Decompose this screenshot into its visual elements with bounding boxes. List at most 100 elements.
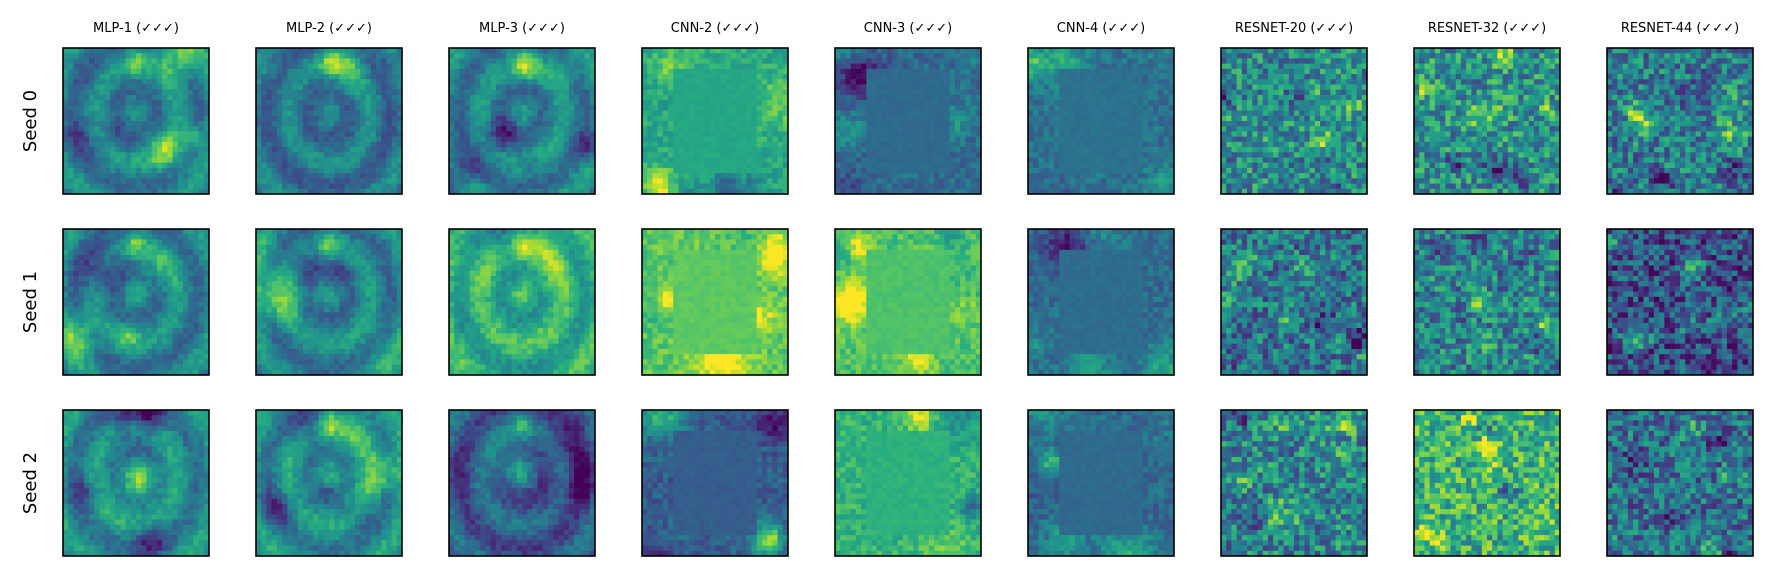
heatmap-cell [282, 178, 288, 184]
heatmap-cell [329, 105, 335, 111]
heatmap-cell [459, 85, 465, 91]
heatmap-cell [898, 69, 904, 75]
heatmap-cell [63, 126, 69, 132]
heatmap-cell [120, 142, 126, 148]
heatmap-cell [532, 105, 538, 111]
heatmap-cell [110, 100, 116, 106]
heatmap-cell [840, 48, 846, 54]
heatmap-cell [73, 126, 79, 132]
heatmap-cell [256, 131, 262, 137]
heatmap-cell [1091, 121, 1097, 127]
heatmap-cell [1336, 74, 1342, 80]
heatmap-cell [1153, 95, 1159, 101]
heatmap-cell [496, 64, 502, 70]
heatmap-cell [929, 58, 935, 64]
heatmap-cell [668, 79, 674, 85]
heatmap-cell [89, 184, 95, 190]
heatmap-cell [699, 142, 705, 148]
heatmap-cell [971, 178, 977, 184]
heatmap-cell [293, 126, 299, 132]
heatmap-cell [293, 95, 299, 101]
heatmap-cell [512, 79, 518, 85]
heatmap-cell [652, 58, 658, 64]
heatmap-cell [752, 53, 758, 59]
heatmap-cell [131, 95, 137, 101]
heatmap-cell [913, 64, 919, 70]
heatmap-cell [877, 58, 883, 64]
heatmap-cell [882, 158, 888, 164]
heatmap-cell [955, 173, 961, 179]
heatmap-cell [929, 137, 935, 143]
heatmap-cell [1226, 64, 1232, 70]
heatmap-cell [1106, 74, 1112, 80]
heatmap-cell [131, 158, 137, 164]
heatmap-cell [903, 184, 909, 190]
heatmap-cell [861, 126, 867, 132]
heatmap-cell [772, 142, 778, 148]
heatmap-cell [105, 163, 111, 169]
heatmap-cell [63, 163, 69, 169]
heatmap-cell [1242, 95, 1248, 101]
heatmap-cell [945, 168, 951, 174]
heatmap-cell [282, 152, 288, 158]
heatmap-cell [762, 48, 768, 54]
heatmap-cell [470, 131, 476, 137]
heatmap-cell [913, 178, 919, 184]
heatmap-cell [386, 90, 392, 96]
heatmap-cell [710, 178, 716, 184]
heatmap-cell [731, 105, 737, 111]
heatmap-cell [173, 147, 179, 153]
heatmap-cell [887, 158, 893, 164]
heatmap-cell [266, 178, 272, 184]
heatmap-cell [1153, 147, 1159, 153]
heatmap-cell [1153, 48, 1159, 54]
heatmap-cell [574, 168, 580, 174]
heatmap-cell [293, 85, 299, 91]
heatmap-cell [1101, 53, 1107, 59]
heatmap-cell [918, 152, 924, 158]
heatmap-cell [188, 64, 194, 70]
heatmap-cell [778, 74, 784, 80]
heatmap-cell [851, 111, 857, 117]
heatmap-cell [173, 95, 179, 101]
heatmap-cell [376, 79, 382, 85]
heatmap-cell [1038, 111, 1044, 117]
heatmap-cell [767, 142, 773, 148]
heatmap-cell [386, 168, 392, 174]
heatmap-cell [126, 178, 132, 184]
heatmap-cell [360, 121, 366, 127]
heatmap-cell [272, 116, 278, 122]
heatmap-cell [63, 53, 69, 59]
heatmap-cell [694, 173, 700, 179]
heatmap-cell [663, 178, 669, 184]
heatmap-cell [1070, 105, 1076, 111]
heatmap-cell [501, 126, 507, 132]
heatmap-cell [470, 178, 476, 184]
heatmap-cell [532, 48, 538, 54]
heatmap-cell [1148, 64, 1154, 70]
heatmap-cell [183, 147, 189, 153]
heatmap-cell [898, 90, 904, 96]
heatmap-cell [1231, 90, 1237, 96]
heatmap-cell [1101, 116, 1107, 122]
heatmap-cell [512, 184, 518, 190]
heatmap-cell [266, 100, 272, 106]
heatmap-cell [1038, 142, 1044, 148]
heatmap-cell [1242, 64, 1248, 70]
heatmap-cell [120, 58, 126, 64]
heatmap-cell [517, 100, 523, 106]
heatmap-cell [861, 142, 867, 148]
heatmap-cell [345, 105, 351, 111]
heatmap-cell [480, 147, 486, 153]
heatmap-cell [1138, 58, 1144, 64]
heatmap-cell [913, 100, 919, 106]
heatmap-cell [658, 178, 664, 184]
heatmap-cell [110, 158, 116, 164]
heatmap-cell [1346, 79, 1352, 85]
heatmap-cell [1278, 95, 1284, 101]
heatmap-cell [1101, 131, 1107, 137]
heatmap-cell [1138, 142, 1144, 148]
heatmap-cell [1033, 111, 1039, 117]
heatmap-cell [918, 48, 924, 54]
heatmap-cell [757, 173, 763, 179]
